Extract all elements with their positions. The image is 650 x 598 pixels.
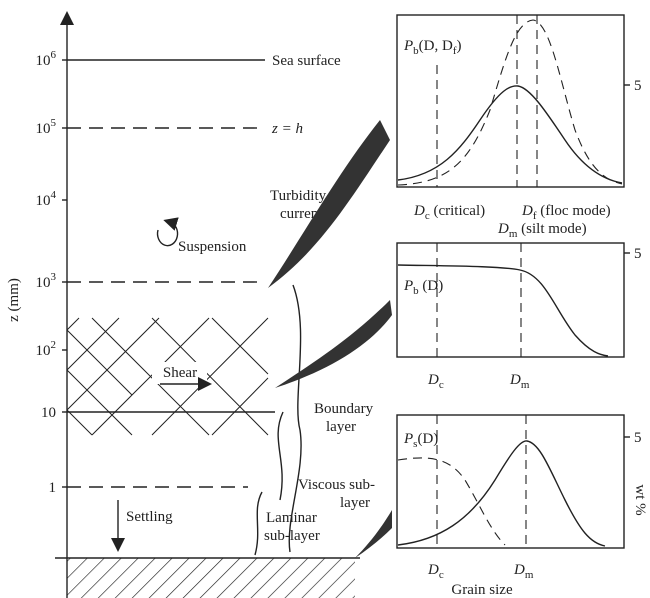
laminar-curve bbox=[255, 492, 262, 555]
text-part: 10 bbox=[36, 343, 51, 359]
text-part: D bbox=[413, 203, 425, 219]
text-part: P bbox=[403, 38, 413, 54]
text-part: D bbox=[427, 562, 439, 578]
line: Boundary bbox=[314, 401, 374, 417]
text-part: D bbox=[497, 221, 509, 237]
text-part: 1 bbox=[49, 480, 57, 496]
callout-wedge bbox=[355, 510, 392, 558]
line: Viscous sub- bbox=[298, 477, 375, 493]
tick-label: 1 bbox=[49, 480, 57, 496]
tick-label: 104 bbox=[36, 189, 57, 209]
text-part: 4 bbox=[51, 189, 57, 201]
axis-label: z (mm) bbox=[6, 278, 22, 322]
viscous-curve bbox=[278, 412, 283, 500]
text-part: D bbox=[427, 372, 439, 388]
text-part: P bbox=[403, 278, 413, 294]
curve bbox=[398, 458, 505, 545]
eddy bbox=[158, 222, 178, 246]
text-part: (floc mode) bbox=[537, 203, 611, 219]
text-part: 10 bbox=[36, 121, 51, 137]
marker-label: Df (floc mode) bbox=[521, 203, 611, 222]
text-part: 5 bbox=[51, 117, 57, 129]
panel-frame bbox=[397, 243, 624, 357]
tick-label: 105 bbox=[36, 117, 57, 137]
h-label: z = h bbox=[271, 121, 303, 137]
laminar-label: Laminar sub-layer bbox=[264, 510, 320, 544]
text-part: (D, D bbox=[419, 38, 453, 54]
panel: Ps(D) 5 Dc Dm wt % Grain size bbox=[397, 415, 648, 598]
line: layer bbox=[340, 495, 370, 511]
seabed bbox=[67, 558, 355, 598]
text-part: D bbox=[521, 203, 533, 219]
tick-label: 102 bbox=[36, 339, 57, 359]
panel: Pb (D) 5 Dc Dm bbox=[397, 243, 642, 391]
callout-wedge bbox=[275, 300, 392, 388]
tick-label: 5 bbox=[634, 246, 642, 262]
text-part: 2 bbox=[51, 339, 57, 351]
panel-title: Pb(D, Df) bbox=[403, 38, 462, 57]
line: Laminar bbox=[266, 510, 317, 526]
boundary-label: Boundary layer bbox=[314, 401, 374, 435]
line: Turbidity bbox=[270, 188, 327, 204]
line: layer bbox=[326, 419, 356, 435]
text-part: 10 bbox=[41, 405, 56, 421]
text-part: m bbox=[525, 569, 534, 581]
sea-surface-label: Sea surface bbox=[272, 53, 341, 69]
marker-label: Dm bbox=[513, 562, 534, 581]
text-part: 3 bbox=[51, 271, 57, 283]
text-part: (silt mode) bbox=[517, 221, 586, 237]
marker-label: Dc bbox=[427, 562, 444, 581]
text-part: 10 bbox=[36, 193, 51, 209]
marker-label: Dc bbox=[427, 372, 444, 391]
suspension-label: Suspension bbox=[178, 239, 247, 255]
text-part: 10 bbox=[36, 275, 51, 291]
curve bbox=[398, 86, 622, 183]
tick-label: 103 bbox=[36, 271, 57, 291]
tick-label: 5 bbox=[634, 78, 642, 94]
marker-label: Dm bbox=[509, 372, 530, 391]
tick-label: 106 bbox=[36, 49, 57, 69]
tick-label: 10 bbox=[41, 405, 56, 421]
tick-label: 5 bbox=[634, 430, 642, 446]
text-part: 6 bbox=[51, 49, 57, 61]
shear-label: Shear bbox=[163, 365, 197, 381]
text-part: P bbox=[403, 431, 413, 447]
text-part: D bbox=[513, 562, 525, 578]
viscous-label: Viscous sub-layer bbox=[298, 477, 375, 511]
text-part: (D) bbox=[417, 431, 438, 447]
diagram: z (mm) 106105104103102101 Shear Sea surf… bbox=[0, 0, 650, 598]
text-part: 10 bbox=[36, 53, 51, 69]
text-part: (D) bbox=[419, 278, 444, 294]
text-part: D bbox=[509, 372, 521, 388]
curve bbox=[398, 441, 605, 546]
y-label: wt % bbox=[632, 484, 648, 515]
line: sub-layer bbox=[264, 528, 320, 544]
text-part: c bbox=[439, 379, 444, 391]
text-part: (critical) bbox=[430, 203, 485, 219]
marker-label: Dc (critical) bbox=[413, 203, 485, 222]
callout-wedge bbox=[268, 120, 390, 288]
text-part: m bbox=[521, 379, 530, 391]
text-part: c bbox=[439, 569, 444, 581]
panel: Pb(D, Df) 5 Dc (critical) Df (floc mode)… bbox=[397, 15, 642, 240]
x-label: Grain size bbox=[451, 582, 513, 598]
marker-label: Dm (silt mode) bbox=[497, 221, 587, 240]
panel-title: Ps(D) bbox=[403, 431, 438, 450]
settling-label: Settling bbox=[126, 509, 173, 525]
text-part: ) bbox=[457, 38, 462, 54]
